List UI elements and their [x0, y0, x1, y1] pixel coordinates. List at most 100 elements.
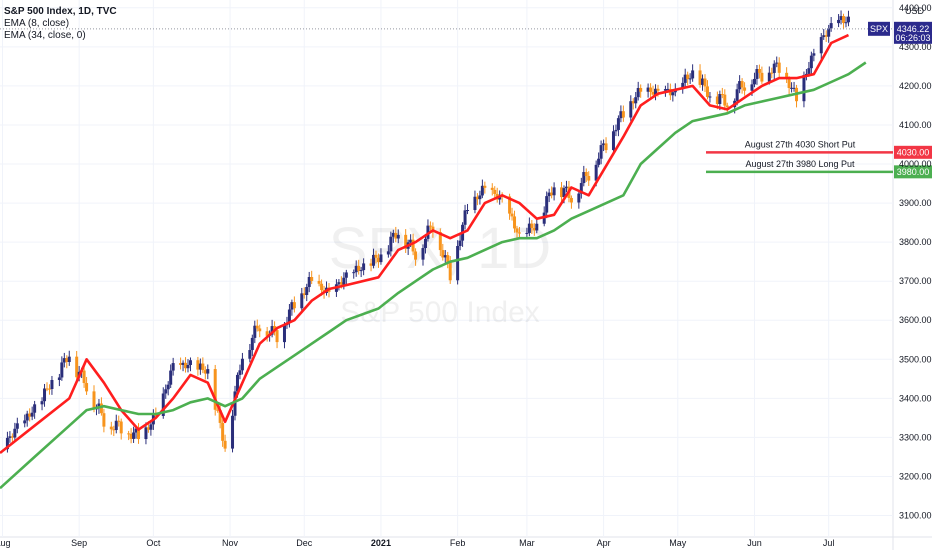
candle-body — [792, 87, 796, 89]
candle-body — [564, 186, 568, 189]
candle-body — [629, 101, 633, 118]
candle-body — [517, 232, 521, 234]
candle-body — [409, 239, 413, 243]
candle-body — [743, 87, 747, 91]
x-tick-label: May — [669, 538, 687, 548]
candle-body — [552, 187, 556, 196]
candle-body — [577, 193, 581, 203]
candle-body — [718, 93, 722, 104]
candle-body — [13, 428, 17, 438]
candle-body — [265, 331, 269, 336]
indicator-ema-34[interactable]: EMA (34, close, 0) — [4, 30, 86, 41]
candle-body — [40, 401, 44, 405]
symbol-title[interactable]: S&P 500 Index, 1D, TVC — [4, 6, 117, 17]
candle-body — [844, 22, 848, 24]
candle-body — [317, 280, 321, 284]
candle-body — [597, 158, 601, 165]
candle-body — [584, 172, 588, 176]
candle-body — [414, 251, 418, 260]
candle-body — [114, 420, 118, 431]
y-tick-label: 3500.00 — [899, 354, 932, 364]
candle-body — [47, 388, 51, 390]
x-tick-label: Jun — [747, 538, 762, 548]
candle-body — [604, 143, 608, 151]
candle-body — [441, 250, 445, 258]
candle-body — [777, 62, 781, 73]
candle-body — [738, 81, 742, 90]
candle-body — [144, 427, 148, 440]
candle-body — [720, 93, 724, 95]
candle-body — [112, 429, 116, 431]
candle-body — [102, 413, 106, 427]
candle-body — [203, 370, 207, 374]
x-tick-label: Mar — [519, 538, 535, 548]
price-axis[interactable]: 3100.00 3200.00 3300.00 3400.00 3500.00 3600.… — [899, 3, 932, 521]
candle-body — [302, 293, 306, 295]
candle-body — [85, 383, 89, 392]
y-tick-label: 4100.00 — [899, 120, 932, 130]
candle-body — [599, 145, 603, 159]
watermark-name: S&P 500 Index — [340, 296, 540, 329]
candle-body — [807, 68, 811, 74]
put-tag-0: 4030.00 — [897, 147, 930, 157]
candle-body — [33, 404, 37, 413]
candle-body — [342, 277, 346, 285]
candle-body — [708, 96, 712, 98]
put-tag-bg-1 — [894, 165, 932, 179]
candle-body — [651, 91, 655, 95]
candle-body — [837, 19, 841, 24]
candle-body — [75, 356, 79, 378]
candle-body — [569, 197, 573, 203]
candle-body — [587, 175, 591, 181]
candle-body — [508, 196, 512, 214]
candle-body — [179, 363, 183, 365]
candle-body — [166, 384, 170, 390]
candle-body — [82, 370, 86, 384]
candle-body — [275, 330, 279, 343]
candle-body — [394, 232, 398, 239]
indicator-ema-8[interactable]: EMA (8, close) — [4, 18, 70, 29]
candle-body — [292, 302, 296, 309]
candle-body — [201, 363, 205, 371]
candle-body — [250, 337, 254, 351]
candle-body — [663, 89, 667, 91]
candle-body — [513, 216, 517, 229]
put-tag-bg-0 — [894, 145, 932, 159]
ema-lines — [0, 33, 867, 490]
candle-body — [802, 75, 806, 102]
symbol-tag-bg — [868, 21, 890, 36]
symbol-tag: SPX — [870, 24, 888, 34]
candle-body — [646, 87, 650, 92]
candle-body — [198, 363, 202, 370]
candle-body — [270, 326, 274, 335]
candle-body — [824, 35, 828, 37]
candle-body — [475, 196, 479, 200]
time-axis[interactable]: Aug Sep Oct Nov Dec 2021 Feb Mar Apr May Jun Jul — [0, 538, 834, 548]
candle-body — [339, 282, 343, 285]
candle-body — [582, 172, 586, 184]
y-tick-label: 3700.00 — [899, 276, 932, 286]
candle-body — [374, 254, 378, 258]
axis-unit: USD — [904, 6, 924, 16]
candle-body — [770, 72, 774, 74]
x-tick-label: Oct — [146, 538, 161, 548]
y-tick-label: 3100.00 — [899, 511, 932, 521]
candle-body — [149, 424, 153, 430]
candle-body — [231, 415, 235, 449]
candle-body — [510, 213, 514, 217]
candle-body — [352, 272, 356, 274]
y-tick-label: 3200.00 — [899, 471, 932, 481]
candle-body — [396, 234, 400, 239]
put-lines[interactable]: August 27th 4030 Short Put 4030.00 August … — [706, 139, 932, 179]
candle-body — [282, 325, 286, 343]
candle-body — [846, 16, 850, 23]
candle-body — [97, 403, 101, 409]
candle-body — [253, 325, 257, 338]
candle-body — [320, 283, 324, 291]
candle-body — [164, 389, 168, 394]
candle-body — [602, 143, 606, 146]
candle-body — [767, 72, 771, 82]
candle-body — [5, 437, 9, 450]
candle-body — [109, 426, 113, 430]
